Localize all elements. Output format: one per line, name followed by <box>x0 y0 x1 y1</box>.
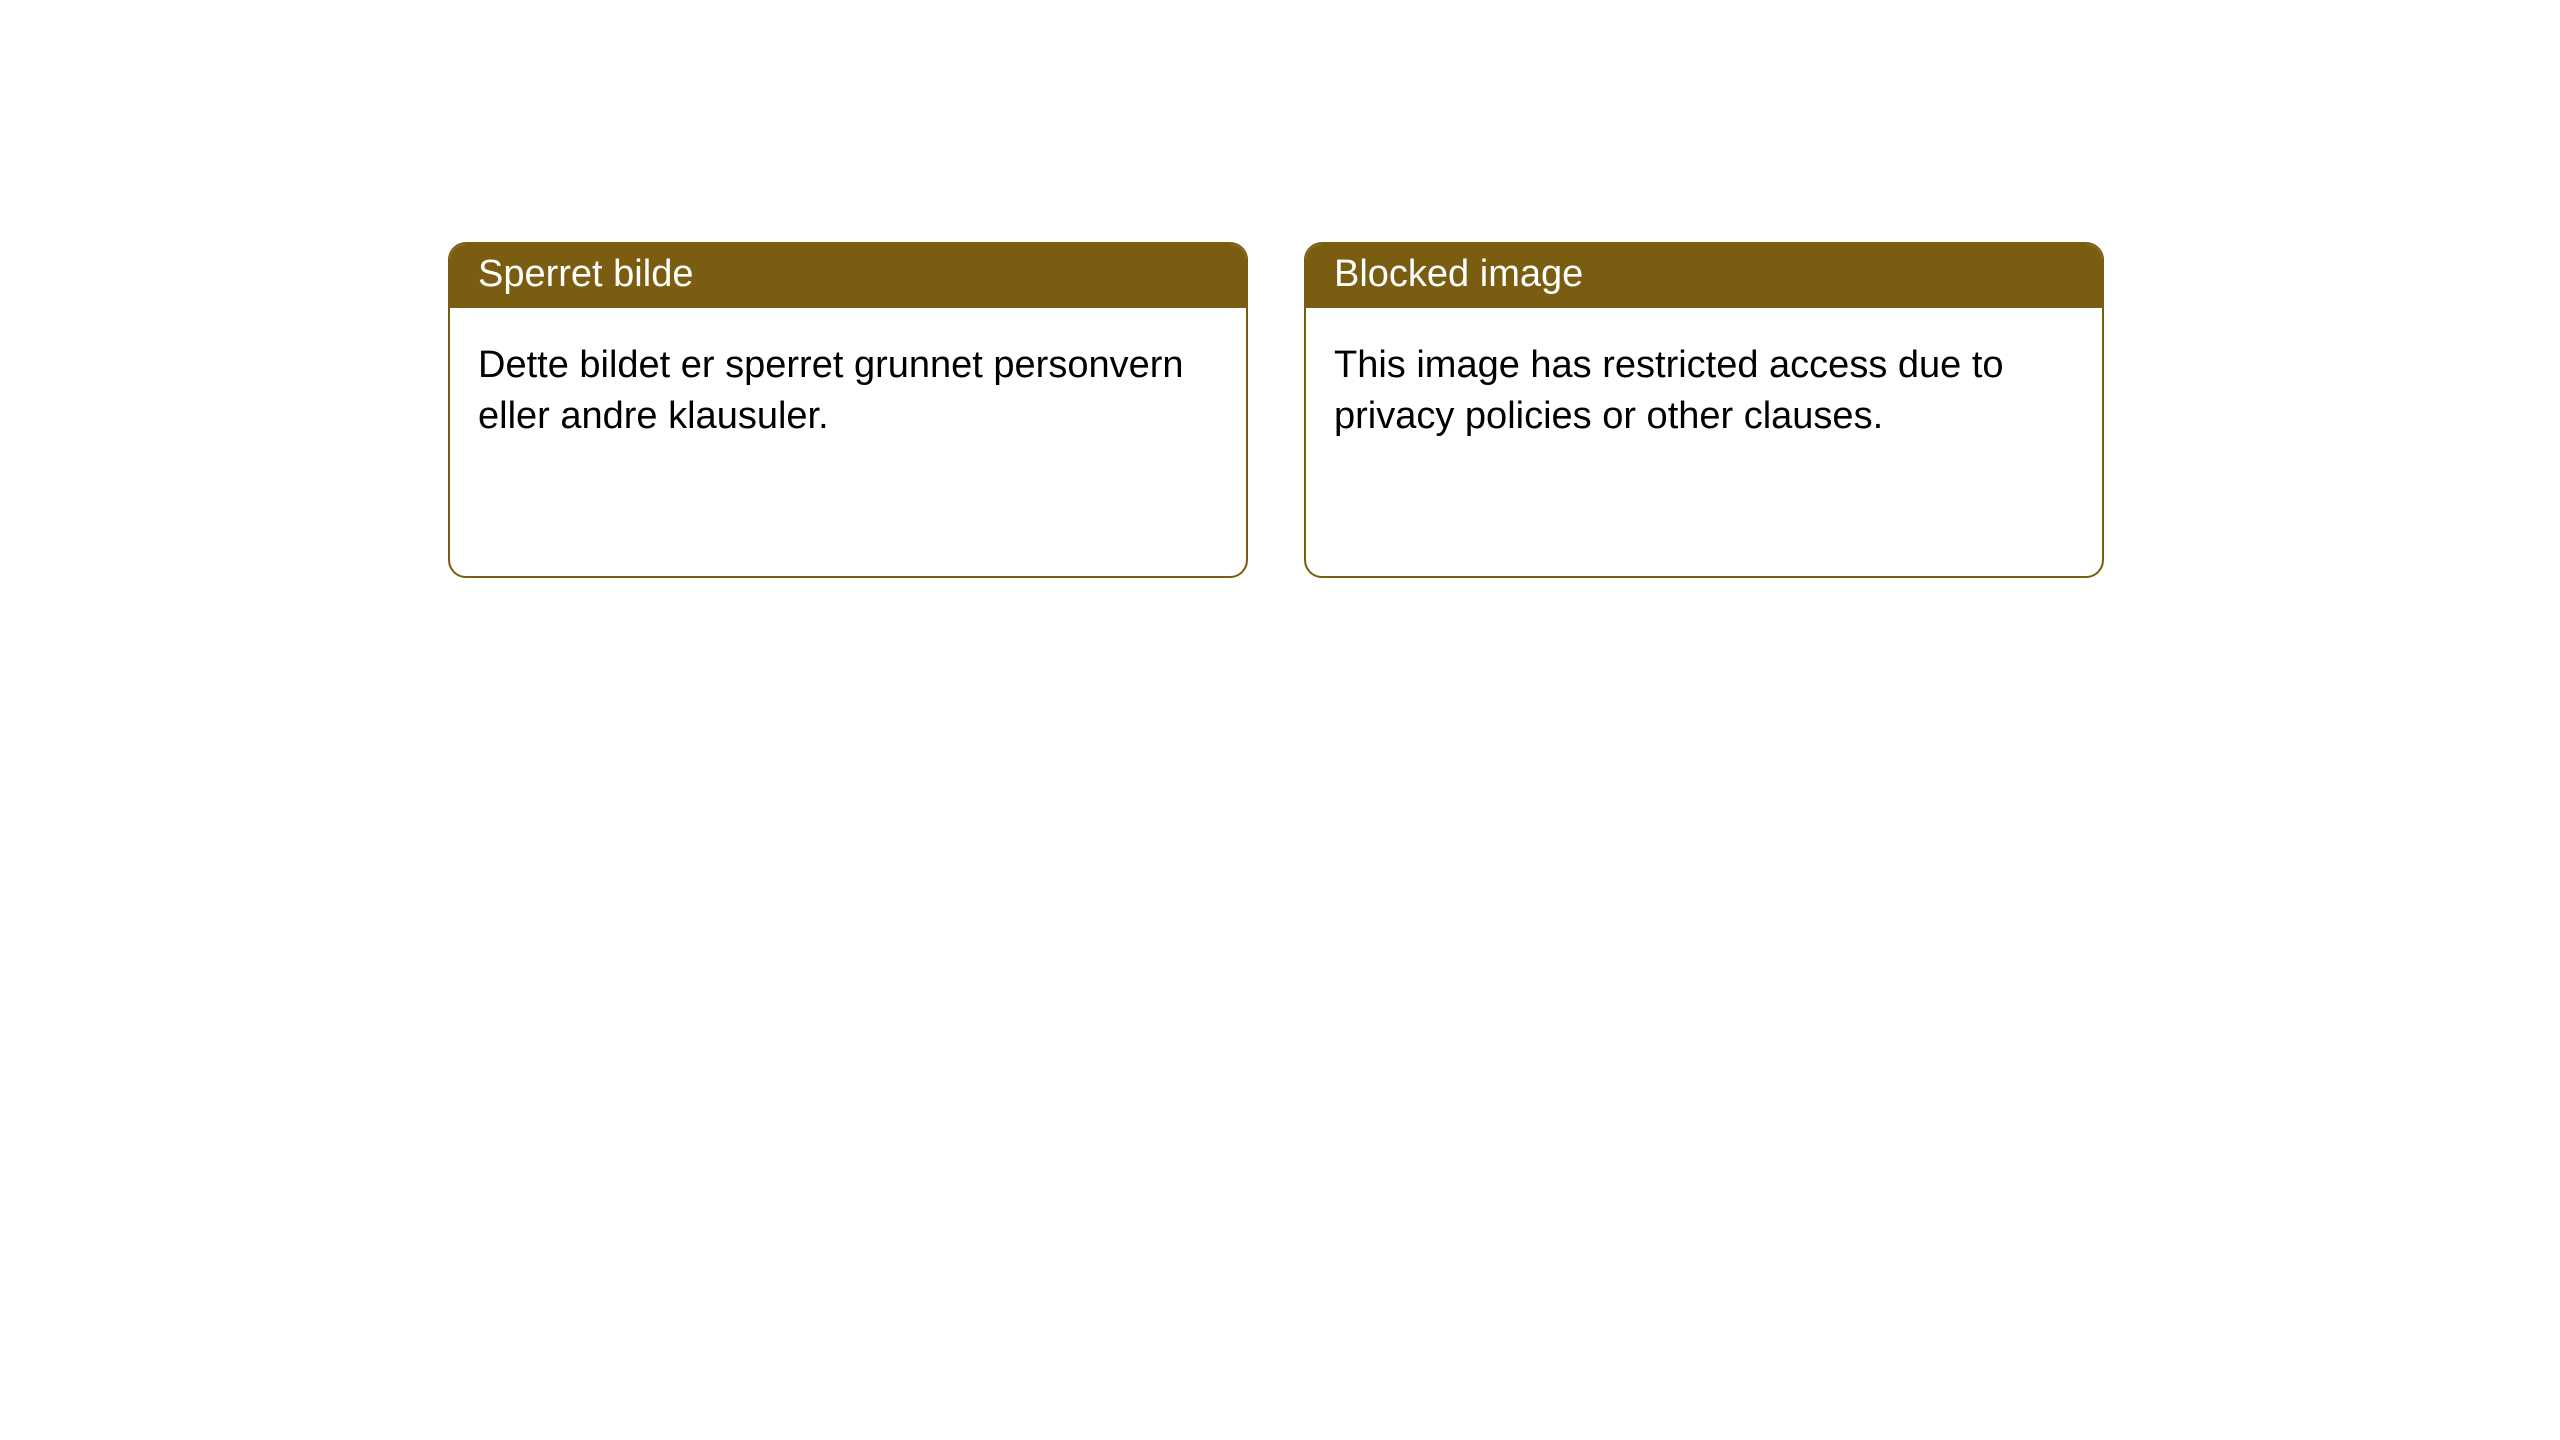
notice-container: Sperret bilde Dette bildet er sperret gr… <box>0 0 2560 578</box>
notice-card-norwegian: Sperret bilde Dette bildet er sperret gr… <box>448 242 1248 578</box>
card-body: This image has restricted access due to … <box>1306 308 2102 471</box>
card-title: Blocked image <box>1306 244 2102 308</box>
card-body: Dette bildet er sperret grunnet personve… <box>450 308 1246 471</box>
notice-card-english: Blocked image This image has restricted … <box>1304 242 2104 578</box>
card-title: Sperret bilde <box>450 244 1246 308</box>
